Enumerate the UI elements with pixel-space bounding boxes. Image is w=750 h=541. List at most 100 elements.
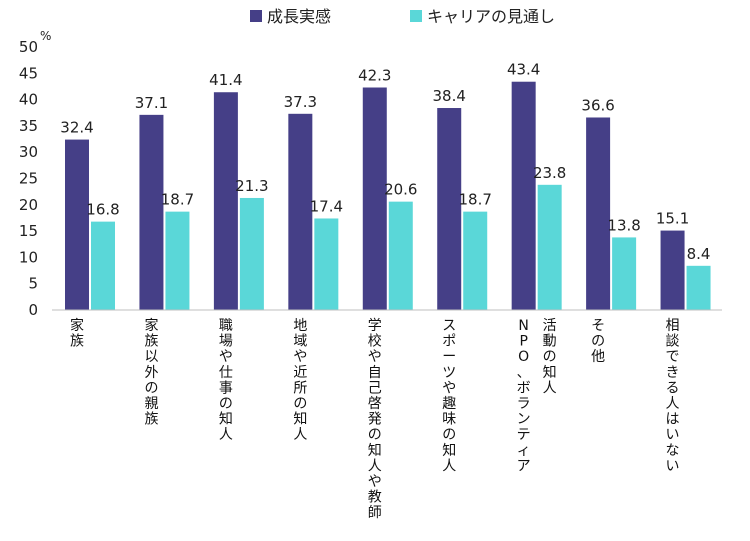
data-label-series-2: 16.8	[86, 201, 119, 219]
category-label-char: の	[591, 334, 605, 350]
y-tick-label: 40	[19, 91, 38, 109]
y-axis-unit: %	[40, 29, 51, 43]
category-label-char: 地	[293, 318, 307, 334]
y-tick-label: 35	[19, 117, 38, 135]
data-label-series-2: 18.7	[459, 191, 492, 209]
data-label-series-2: 13.8	[607, 216, 640, 234]
category-label: その他	[591, 318, 605, 365]
category-label-char: 近	[293, 365, 307, 381]
category-label-char: 知	[442, 442, 456, 459]
category-label-char: 事	[219, 380, 233, 396]
category-label-char: い	[666, 458, 680, 474]
category-label-char: い	[666, 427, 680, 443]
category-label-char: で	[666, 349, 680, 365]
category-label-char: ス	[442, 318, 456, 334]
data-label-series-2: 8.4	[687, 245, 711, 263]
bar-series-2	[239, 197, 264, 310]
plot-area: 32.4 16.8 37.1 18.7 41.4 21.3 37.3 17.4 42.3 20.6…	[60, 61, 711, 311]
category-label-char: 親	[144, 396, 158, 412]
bar-series-2	[612, 237, 637, 310]
category-label-char: O	[518, 349, 529, 365]
bar-series-1	[139, 114, 164, 310]
data-label-series-1: 37.3	[284, 93, 317, 111]
category-label-char: 場	[219, 334, 233, 350]
category-label-char: 校	[368, 333, 382, 350]
bar-series-2	[314, 218, 339, 310]
category-label-char: や	[442, 380, 456, 396]
category-label-char: る	[666, 380, 680, 396]
category-label-char: の	[543, 349, 557, 365]
data-label-series-2: 23.8	[533, 164, 566, 182]
category-label-char: ツ	[442, 365, 456, 381]
bar-series-2	[537, 184, 562, 310]
category-label-char: 動	[543, 334, 557, 350]
y-tick-label: 25	[19, 170, 38, 188]
bar-series-1	[213, 92, 238, 311]
category-label-char: ン	[517, 412, 531, 428]
bar-series-1	[362, 87, 387, 310]
bar-series-2	[463, 211, 488, 310]
category-label-char: 族	[144, 412, 158, 428]
category-label-char: 、	[517, 365, 531, 381]
category-label-char: 自	[368, 365, 382, 381]
category-label-char: 相	[666, 318, 680, 334]
category-label-char: P	[519, 334, 527, 350]
category-label-char: や	[293, 349, 307, 365]
category-label-char: 知	[293, 411, 307, 428]
data-label-series-1: 43.4	[507, 61, 540, 79]
category-group: 37.3 17.4	[284, 93, 343, 310]
category-group: 15.1 8.4	[656, 210, 711, 310]
category-label-char: テ	[517, 427, 531, 443]
category-label-char: 知	[543, 364, 557, 381]
data-label-series-2: 18.7	[161, 191, 194, 209]
category-label-char: 発	[368, 412, 382, 428]
data-label-series-2: 17.4	[310, 197, 343, 215]
category-label-char: N	[518, 318, 528, 334]
data-label-series-1: 41.4	[209, 71, 242, 89]
category-label-char: や	[219, 349, 233, 365]
bar-series-1	[511, 81, 536, 310]
category-label-char: の	[293, 396, 307, 412]
category-group: 37.1 18.7	[135, 94, 194, 310]
y-tick-label: 45	[19, 64, 38, 82]
data-label-series-1: 42.3	[358, 67, 391, 85]
y-tick-label: 20	[19, 196, 38, 214]
legend: 成長実感 キャリアの見通し	[250, 7, 555, 26]
y-tick-label: 50	[19, 38, 38, 56]
data-label-series-1: 38.4	[433, 87, 466, 105]
category-label-char: 以	[144, 349, 158, 365]
category-label-char: 師	[368, 505, 382, 521]
category-label-char: の	[368, 427, 382, 443]
category-group: 38.4 18.7	[433, 87, 492, 311]
category-label-char: 人	[666, 396, 680, 412]
category-label-char: 活	[543, 318, 557, 334]
bar-series-1	[288, 113, 313, 310]
y-tick-label: 30	[19, 143, 38, 161]
bar-series-1	[586, 117, 611, 310]
bar-series-1	[660, 230, 685, 310]
data-label-series-1: 32.4	[60, 119, 93, 137]
category-label-char: 他	[591, 349, 605, 365]
data-label-series-1: 37.1	[135, 94, 168, 112]
category-label-char: 人	[442, 458, 456, 474]
category-label-char: ィ	[517, 443, 531, 459]
category-label-char: 家	[144, 317, 158, 334]
legend-label-2: キャリアの見通し	[427, 7, 555, 26]
category-group: 36.6 13.8	[581, 96, 641, 310]
category-label-char: 啓	[368, 396, 382, 412]
category-label-char: そ	[591, 318, 605, 334]
data-label-series-1: 15.1	[656, 210, 689, 228]
data-label-series-1: 36.6	[581, 96, 614, 114]
category-label-char: ポ	[442, 334, 456, 350]
y-tick-label: 10	[19, 248, 38, 266]
y-tick-label: 0	[28, 301, 38, 319]
category-label-char: 人	[293, 427, 307, 443]
category-label-char: 域	[293, 334, 307, 350]
